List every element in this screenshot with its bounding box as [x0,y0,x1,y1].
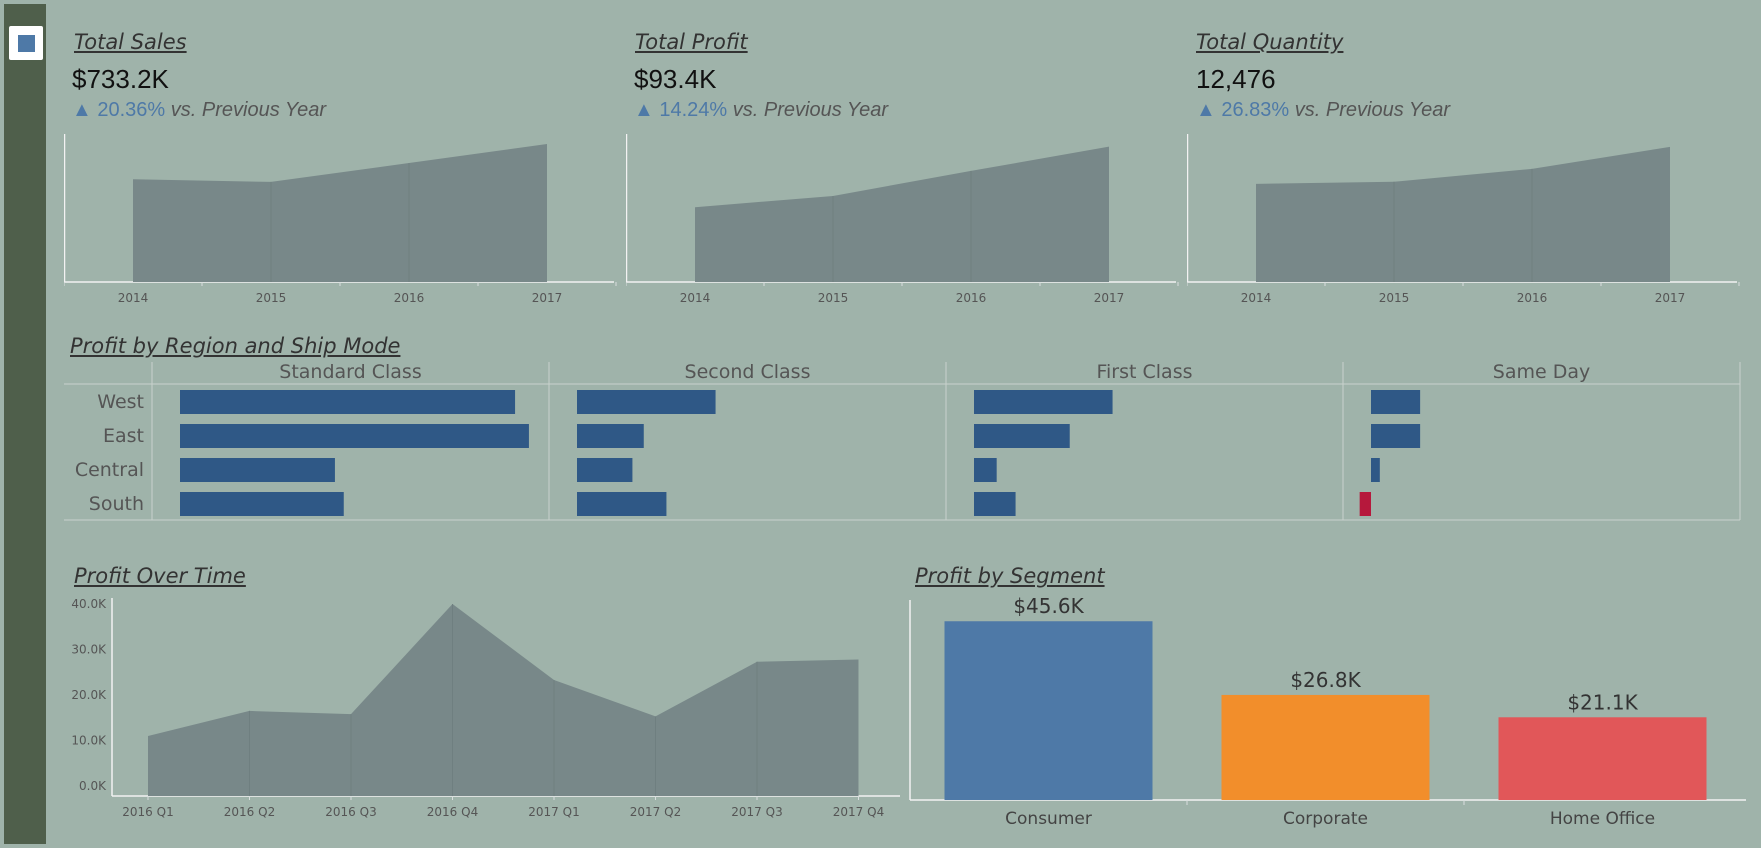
y-tick-label: 20.0K [71,688,107,702]
row-label: South [89,493,144,515]
region-bar [577,492,667,516]
data-label: $21.1K [1567,690,1638,714]
profit-over-time-chart[interactable]: 0.0K 10.0K 20.0K 30.0K 40.0K 2016 Q1 2016 Q2 20… [64,592,904,828]
region-bar [1371,424,1421,448]
kpi-change-sales: ▲ 20.36% vs. Previous Year [72,99,326,122]
kpi-change-percent: 14.24% [659,99,728,121]
x-tick-label: Consumer [1005,809,1092,828]
segment-bar [1498,717,1707,800]
up-arrow-icon: ▲ [72,99,92,121]
time-chart-title[interactable]: Profit Over Time [74,564,246,588]
row-label: Central [75,459,144,481]
x-tick-label: Corporate [1283,809,1368,828]
x-tick-label: 2014 [680,291,711,305]
region-bar [180,424,529,448]
row-label: West [97,391,144,413]
column-header: Second Class [685,362,811,383]
y-tick-label: 10.0K [71,734,107,748]
sales-trend-chart[interactable]: 2014 2015 2016 2017 [64,132,624,312]
y-tick-label: 30.0K [71,643,107,657]
x-tick-label: 2017 [532,291,563,305]
kpi-title-sales[interactable]: Total Sales [74,30,187,54]
region-chart-title[interactable]: Profit by Region and Ship Mode [70,334,401,358]
segment-chart-title[interactable]: Profit by Segment [915,564,1105,588]
y-tick-label: 0.0K [79,779,107,793]
x-tick-label: 2015 [256,291,287,305]
segment-bar [1221,694,1430,800]
kpi-change-profit: ▲ 14.24% vs. Previous Year [634,99,888,122]
kpi-value-sales: $733.2K [72,64,169,94]
x-tick-label: Home Office [1550,809,1655,828]
x-tick-label: 2017 Q3 [731,805,782,819]
square-menu-icon [18,35,35,52]
kpi-value-quantity: 12,476 [1196,64,1276,94]
region-bar [974,458,997,482]
x-tick-label: 2017 Q2 [630,805,681,819]
kpi-change-percent: 20.36% [97,99,166,121]
kpi-change-quantity: ▲ 26.83% vs. Previous Year [1196,99,1450,122]
area-series [133,144,547,282]
x-tick-label: 2016 Q3 [325,805,376,819]
kpi-value-profit: $93.4K [634,64,717,94]
x-tick-label: 2015 [1379,291,1410,305]
x-tick-label: 2016 Q4 [427,805,478,819]
region-bar [577,458,633,482]
x-tick-label: 2016 Q1 [122,805,173,819]
sidebar [4,4,46,844]
x-tick-label: 2016 [956,291,987,305]
kpi-title-quantity[interactable]: Total Quantity [1196,30,1344,54]
region-bar [577,424,644,448]
up-arrow-icon: ▲ [1196,99,1216,121]
x-tick-label: 2017 Q1 [528,805,579,819]
x-tick-label: 2014 [118,291,149,305]
x-tick-label: 2017 [1655,291,1686,305]
data-label: $26.8K [1290,668,1361,692]
region-bar [180,458,335,482]
x-tick-label: 2016 [394,291,425,305]
profit-by-region-chart[interactable]: Standard Class Second Class First Class Sam… [64,362,1749,532]
x-tick-label: 2017 Q4 [833,805,884,819]
region-bar [577,390,716,414]
x-tick-label: 2016 Q2 [224,805,275,819]
profit-by-segment-chart[interactable]: $45.6K Consumer $26.8K Corporate $21.1K Home … [906,592,1746,828]
column-header: First Class [1096,362,1192,383]
x-tick-label: 2014 [1241,291,1272,305]
y-tick-label: 40.0K [71,597,107,611]
column-header: Same Day [1493,362,1590,383]
quantity-trend-chart[interactable]: 2014 2015 2016 2017 [1187,132,1747,312]
region-bar [1371,390,1421,414]
up-arrow-icon: ▲ [634,99,654,121]
kpi-change-label: vs. Previous Year [732,99,889,121]
data-label: $45.6K [1013,594,1084,618]
area-series [1256,146,1670,282]
area-series [148,604,859,796]
column-header: Standard Class [279,362,421,383]
region-bar [974,492,1016,516]
region-bar [180,492,344,516]
region-bar [974,424,1070,448]
region-bar [974,390,1113,414]
profit-trend-chart[interactable]: 2014 2015 2016 2017 [626,132,1186,312]
area-series [695,146,1109,282]
kpi-change-label: vs. Previous Year [1294,99,1451,121]
region-bar [1359,492,1371,516]
menu-button[interactable] [9,26,43,60]
region-bar [1371,458,1380,482]
x-tick-label: 2015 [818,291,849,305]
row-label: East [103,425,144,447]
kpi-title-profit[interactable]: Total Profit [635,30,748,54]
kpi-change-percent: 26.83% [1221,99,1290,121]
x-tick-label: 2017 [1094,291,1125,305]
region-bar [180,390,516,414]
segment-bar [944,621,1153,800]
x-tick-label: 2016 [1517,291,1548,305]
kpi-change-label: vs. Previous Year [170,99,327,121]
